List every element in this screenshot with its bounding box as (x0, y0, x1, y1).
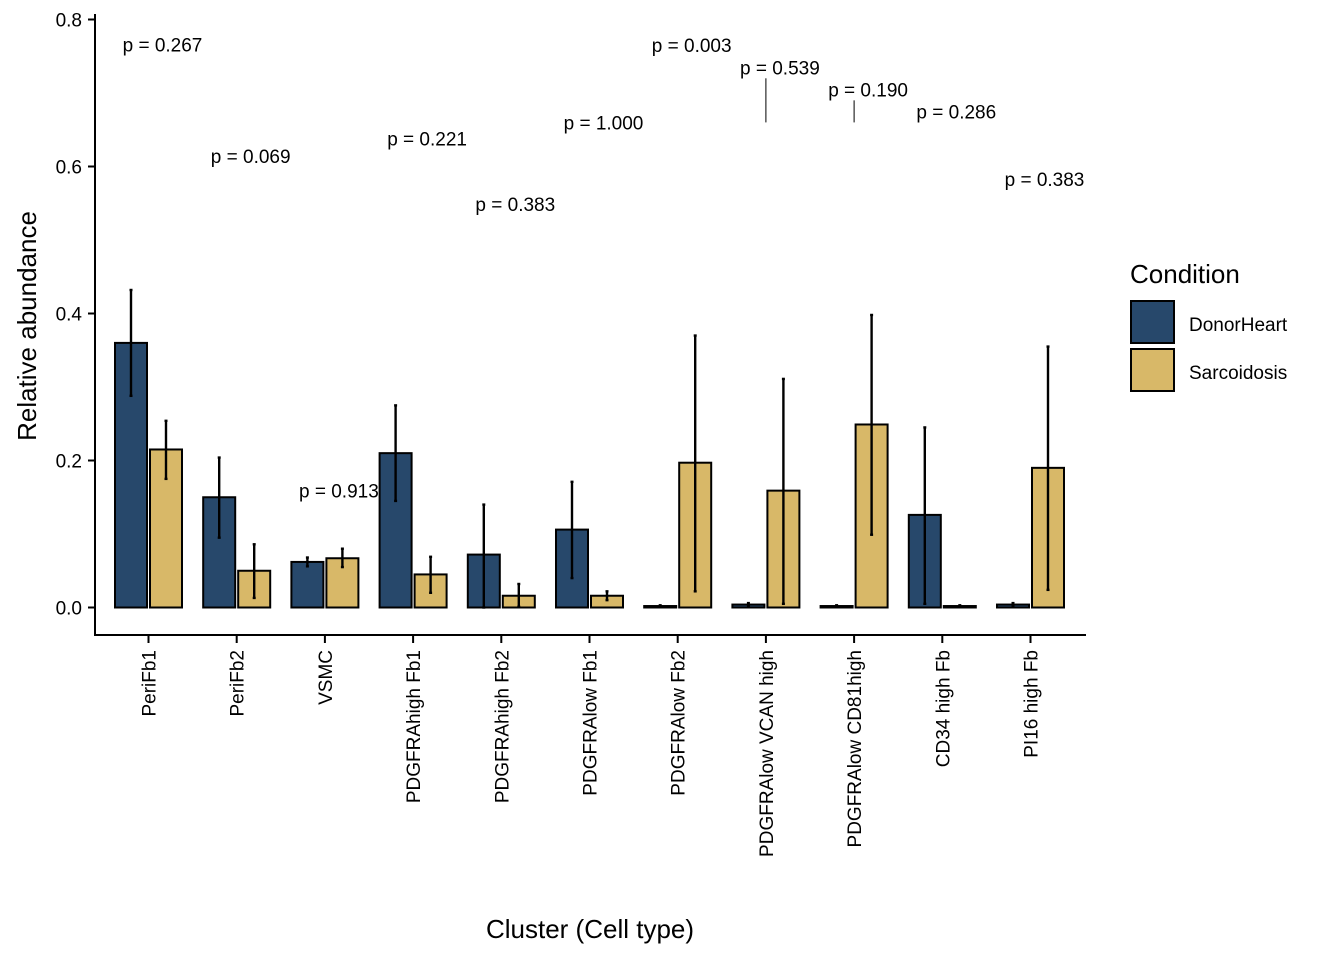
error-bars (129, 288, 1050, 609)
x-tick-label-vsmc: VSMC (316, 650, 337, 705)
x-tick-label-cd34-high-fb: CD34 high Fb (933, 650, 954, 767)
x-tick-label-pdgfralow-vcan-high: PDGFRAlow VCAN high (757, 650, 778, 857)
x-axis-title: Cluster (Cell type) (486, 914, 694, 944)
p-value-pdgfralow-fb1: p = 1.000 (564, 113, 644, 134)
p-value-pdgfralow-vcan-high: p = 0.539 (740, 58, 820, 79)
x-tick-label-pdgfralow-fb2: PDGFRAlow Fb2 (669, 650, 690, 796)
x-ticks: PeriFb1 PeriFb2 VSMC PDGFRAhigh Fb1 PDGFRAhi… (140, 635, 1043, 857)
x-tick-label-perifb2: PeriFb2 (228, 650, 249, 717)
y-tick-label: 0.8 (56, 11, 82, 32)
p-value-labels: p = 0.267 p = 0.069 p = 0.913 p = 0.221 p = … (123, 35, 1085, 502)
p-value-perifb2: p = 0.069 (211, 147, 291, 168)
legend: Condition DonorHeart Sarcoidosis (1130, 259, 1288, 392)
x-tick-label-pdgfrahigh-fb1: PDGFRAhigh Fb1 (404, 650, 425, 803)
y-ticks: 0.0 0.2 0.4 0.6 0.8 (56, 11, 95, 620)
y-axis-title: Relative abundance (12, 211, 42, 441)
p-value-pdgfralow-fb2: p = 0.003 (652, 36, 732, 57)
y-tick-label: 0.2 (56, 452, 82, 473)
y-tick-label: 0.6 (56, 158, 82, 179)
p-value-pdgfrahigh-fb2: p = 0.383 (475, 195, 555, 216)
y-tick-label: 0.0 (56, 599, 82, 620)
p-value-vsmc: p = 0.913 (299, 482, 379, 503)
x-tick-label-pdgfralow-fb1: PDGFRAlow Fb1 (581, 650, 602, 796)
p-value-cd34-high-fb: p = 0.286 (916, 102, 996, 123)
legend-swatch-donorheart (1130, 300, 1175, 344)
legend-label-sarcoidosis: Sarcoidosis (1189, 363, 1287, 384)
legend-swatch-sarcoidosis (1130, 348, 1175, 392)
x-tick-label-perifb1: PeriFb1 (140, 650, 161, 717)
x-tick-label-pdgfralow-cd81high: PDGFRAlow CD81high (845, 650, 866, 847)
x-tick-label-pdgfrahigh-fb2: PDGFRAhigh Fb2 (492, 650, 513, 803)
legend-label-donorheart: DonorHeart (1189, 315, 1288, 336)
y-tick-label: 0.4 (56, 305, 83, 326)
p-value-pi16-high-fb: p = 0.383 (1005, 170, 1085, 191)
legend-title: Condition (1130, 259, 1240, 289)
p-value-pdgfrahigh-fb1: p = 0.221 (387, 130, 467, 151)
x-tick-label-pi16-high-fb: PI16 high Fb (1022, 650, 1043, 758)
bars (114, 341, 1065, 609)
bar-donorheart-vsmc (290, 560, 325, 609)
p-value-pdgfralow-cd81high: p = 0.190 (828, 80, 908, 101)
p-value-perifb1: p = 0.267 (123, 35, 203, 56)
